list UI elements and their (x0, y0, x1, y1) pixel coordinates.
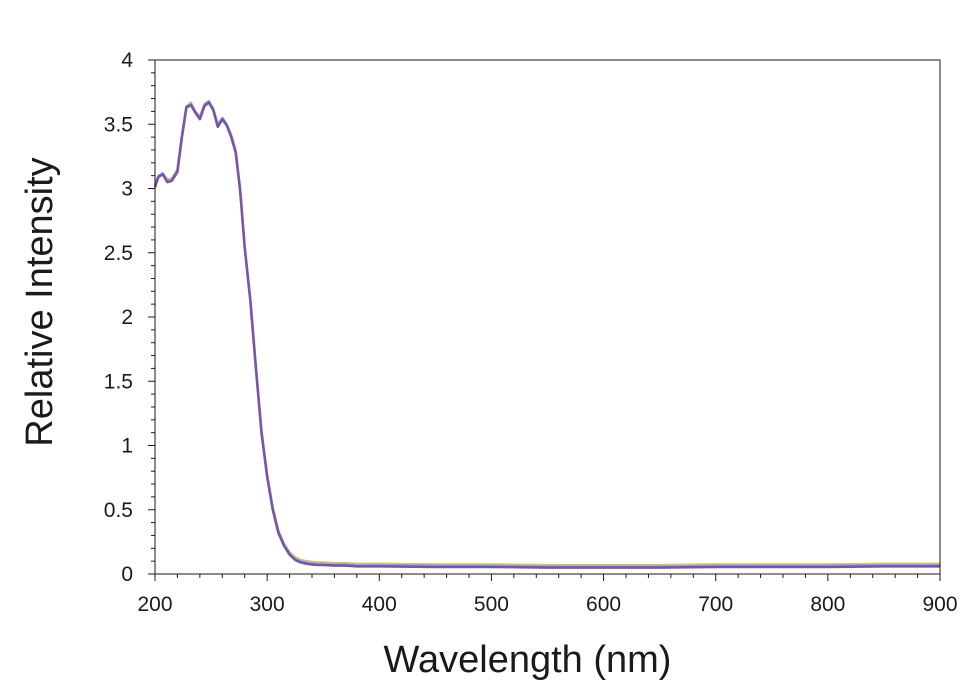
series-layer (153, 100, 940, 569)
y-tick-label: 1 (121, 435, 133, 458)
x-tick-label: 200 (137, 593, 172, 616)
y-tick-label: 4 (121, 49, 133, 72)
x-tick-label: 600 (586, 593, 621, 616)
x-tick-label: 800 (810, 593, 845, 616)
plot-frame (154, 59, 941, 575)
y-tick-label: 3.5 (104, 113, 133, 136)
y-tick-label: 2 (121, 306, 133, 329)
x-tick-label: 300 (250, 593, 285, 616)
series-line-3 (153, 101, 940, 569)
x-tick-label: 400 (362, 593, 397, 616)
x-tick-label: 500 (474, 593, 509, 616)
series-line-1 (153, 100, 940, 567)
series-line-2 (153, 100, 940, 568)
y-tick-label: 0 (121, 563, 133, 586)
ticks-layer (148, 59, 941, 581)
y-tick-label: 0.5 (104, 499, 133, 522)
y-tick-label: 2.5 (104, 242, 133, 265)
x-tick-label: 700 (698, 593, 733, 616)
y-tick-label: 3 (121, 178, 133, 201)
x-tick-label: 900 (922, 593, 957, 616)
y-tick-label: 1.5 (104, 370, 133, 393)
y-axis-title: Relative Intensity (19, 157, 61, 446)
tick-labels: 0 0.5 1 1.5 2 2.5 3 3.5 4 200 300 400 500 600 700 800 90… (104, 49, 958, 616)
x-axis-title: Wavelength (nm) (384, 639, 672, 681)
